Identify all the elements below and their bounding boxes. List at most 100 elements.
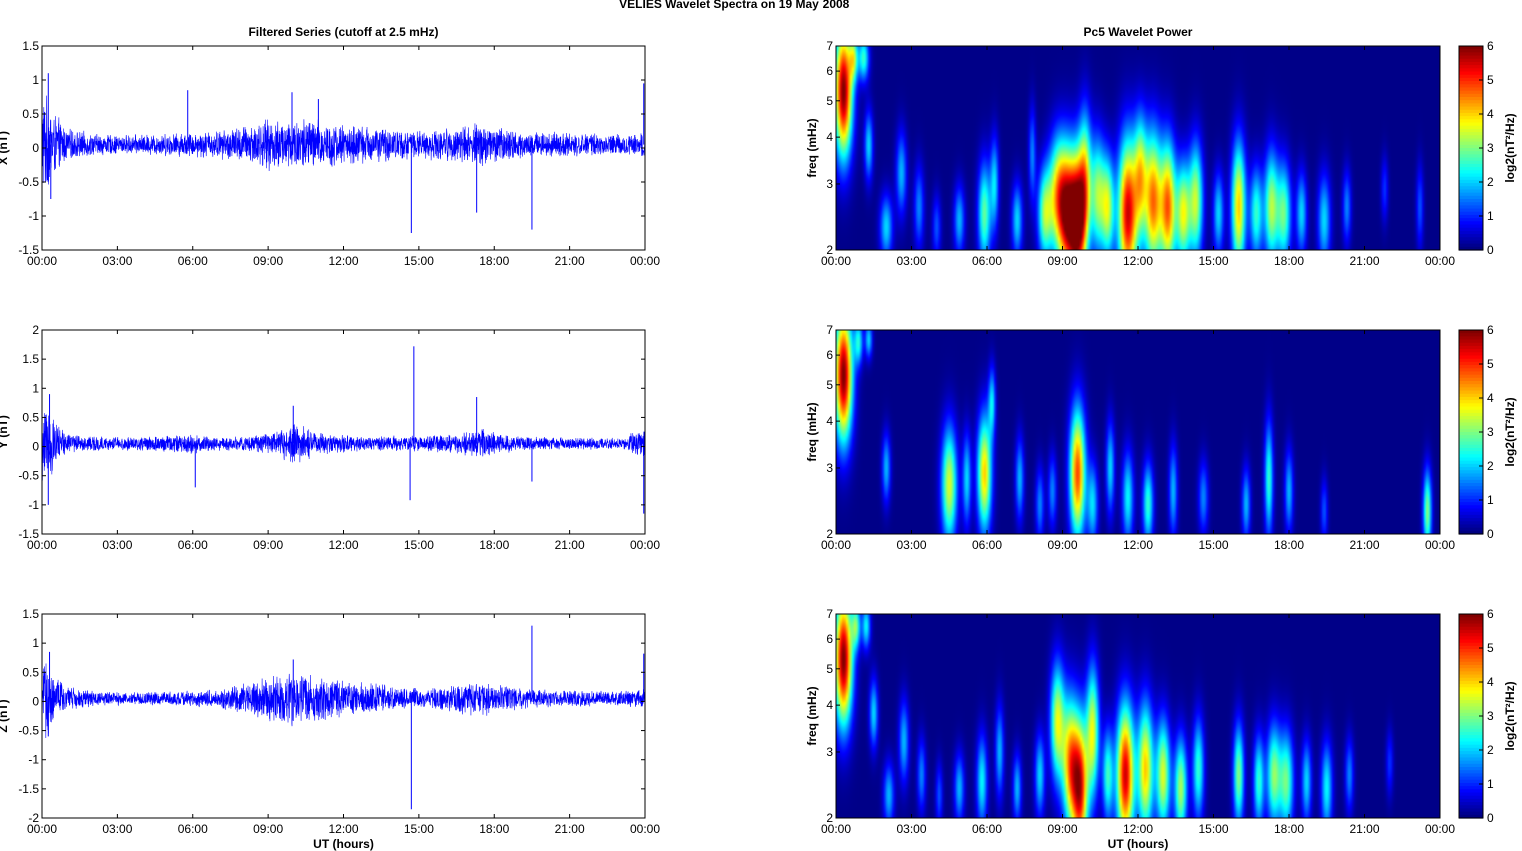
colorbar-swatch [1459,122,1483,127]
colorbar-swatch [1459,498,1483,503]
y-tick-label: -1.5 [18,782,39,796]
x-tick-label: 18:00 [479,254,509,268]
x-tick-label: 21:00 [555,538,585,552]
colorbar-swatch [1459,473,1483,478]
x-tick-label: 09:00 [1047,254,1077,268]
y-axis-label: X (nT) [0,131,10,165]
colorbar-swatch [1459,428,1483,433]
colorbar-tick-label: 3 [1487,141,1494,155]
y-tick-label: 4 [826,130,833,144]
y-tick-label: 0.5 [22,665,39,679]
y-tick-label: 1 [32,73,39,87]
colorbar-swatch [1459,795,1483,800]
colorbar-swatch [1459,221,1483,226]
colorbar-swatch [1459,716,1483,720]
colorbar-swatch [1459,52,1483,57]
colorbar-swatch [1459,237,1483,242]
colorbar-swatch [1459,502,1483,506]
colorbar-swatch [1459,524,1483,529]
colorbar-swatch [1459,352,1483,357]
y-tick-label: 4 [826,414,833,428]
colorbar-swatch [1459,163,1483,168]
y-axis-label: Z (nT) [0,699,10,732]
x-tick-label: 00:00 [821,822,851,836]
colorbar-swatch [1459,668,1483,672]
colorbar-swatch [1459,693,1483,698]
colorbar-label: log2(nT²/Hz) [1503,681,1517,750]
colorbar-swatch [1459,754,1483,759]
colorbar-swatch [1459,700,1483,704]
colorbar-swatch [1459,179,1483,184]
x-tick-label: 09:00 [1047,822,1077,836]
colorbar-tick-label: 1 [1487,777,1494,791]
y-tick-label: -1.5 [18,243,39,257]
colorbar-swatch [1459,447,1483,452]
colorbar-swatch [1459,684,1483,688]
colorbar-tick-label: 5 [1487,357,1494,371]
y-tick-label: -0.5 [18,469,39,483]
colorbar-swatch [1459,90,1483,95]
colorbar-swatch [1459,747,1483,752]
colorbar-swatch [1459,671,1483,676]
colorbar-swatch [1459,141,1483,146]
x-tick-label: 03:00 [896,538,926,552]
x-tick-label: 03:00 [102,538,132,552]
colorbar-swatch [1459,46,1483,50]
colorbar-swatch [1459,728,1483,733]
colorbar-swatch [1459,135,1483,140]
colorbar-swatch [1459,358,1483,363]
x-tick-label: 00:00 [821,538,851,552]
colorbar-swatch [1459,74,1483,79]
colorbar-swatch [1459,116,1483,120]
colorbar-swatch [1459,361,1483,366]
colorbar-swatch [1459,706,1483,711]
colorbar-swatch [1459,58,1483,63]
colorbar-swatch [1459,626,1483,631]
series-line [41,413,646,481]
y-tick-label: 2 [32,323,39,337]
x-tick-label: 00:00 [630,538,660,552]
colorbar-swatch [1459,518,1483,522]
colorbar-swatch [1459,189,1483,194]
y-tick-label: 0.5 [22,107,39,121]
colorbar-swatch [1459,345,1483,350]
x-tick-label: 12:00 [328,822,358,836]
colorbar-swatch [1459,218,1483,222]
colorbar-swatch [1459,470,1483,475]
colorbar-swatch [1459,639,1483,644]
colorbar-swatch [1459,170,1483,175]
colorbar-swatch [1459,100,1483,104]
colorbar-swatch [1459,479,1483,484]
x-tick-label: 18:00 [479,538,509,552]
colorbar-swatch [1459,377,1483,382]
colorbar-swatch [1459,674,1483,679]
colorbar-swatch [1459,629,1483,634]
colorbar-swatch [1459,393,1483,398]
x-tick-label: 00:00 [1425,538,1455,552]
colorbar-swatch [1459,336,1483,341]
y-tick-label: -1 [28,209,39,223]
colorbar-swatch [1459,620,1483,625]
colorbar-swatch [1459,789,1483,794]
colorbar-swatch [1459,419,1483,424]
colorbar-tick-label: 5 [1487,73,1494,87]
heatmap-image [836,330,1440,534]
colorbar-swatch [1459,463,1483,468]
colorbar: 6 5 4 3 2 1 0 log2(nT²/Hz) [1458,323,1517,541]
y-tick-label: 0.5 [22,410,39,424]
colorbar-swatch [1459,731,1483,736]
colorbar-swatch [1459,387,1483,392]
colorbar-swatch [1459,617,1483,621]
colorbar-swatch [1459,396,1483,401]
x-tick-label: 06:00 [972,254,1002,268]
colorbar-swatch [1459,93,1483,98]
colorbar-tick-label: 6 [1487,39,1494,53]
y-tick-label: 1.5 [22,39,39,53]
y-axis-label: freq (mHz) [805,402,819,461]
x-tick-label: 15:00 [404,822,434,836]
x-tick-label: 00:00 [27,254,57,268]
colorbar-swatch [1459,722,1483,727]
colorbar-swatch [1459,527,1483,532]
colorbar-swatch [1459,87,1483,92]
